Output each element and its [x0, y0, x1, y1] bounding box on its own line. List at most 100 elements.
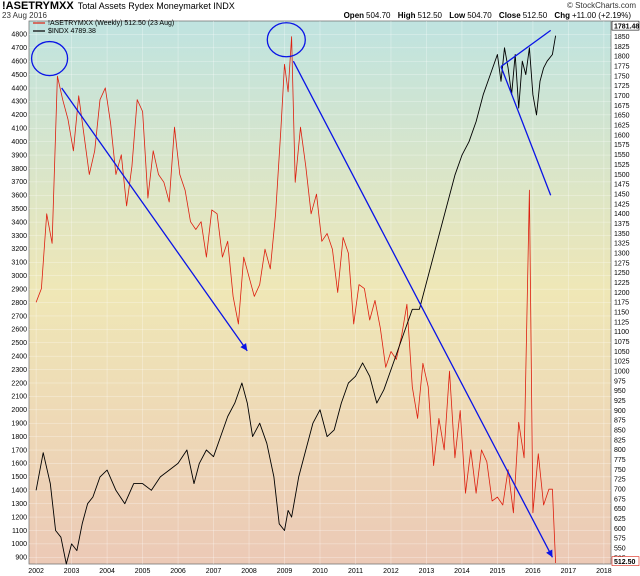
annotation-layer: [30, 22, 554, 558]
last-value-tags: 1781.48 512.50: [611, 20, 640, 566]
x-tick-label: 2017: [561, 568, 577, 575]
right-tick-label: 1225: [614, 280, 630, 287]
right-tick-label: 1625: [614, 123, 630, 130]
quote-bar: Open 504.70 High 512.50 Low 504.70 Close 512…: [344, 11, 636, 20]
channel-lower-line: [500, 66, 552, 196]
right-tick-label: 675: [614, 496, 626, 503]
right-tick-label: 1775: [614, 64, 630, 71]
open-value: 504.70: [366, 11, 391, 20]
left-tick-label: 2200: [11, 380, 27, 387]
arrowhead-2016: [546, 549, 553, 558]
left-tick-label: 4000: [11, 139, 27, 146]
right-tick-label: 1600: [614, 132, 630, 139]
right-tick-label: 1675: [614, 103, 630, 110]
chart-title: !ASETRYMXX Total Assets Rydex Moneymarket…: [2, 0, 235, 12]
left-tick-label: 3300: [11, 233, 27, 240]
right-tick-label: 1300: [614, 250, 630, 257]
left-tick-label: 4600: [11, 59, 27, 66]
legend: !ASETRYMXX (Weekly) 512.50 (23 Aug) $IND…: [33, 20, 174, 35]
moneymarket-series-line: [35, 36, 556, 564]
left-tick-label: 3400: [11, 219, 27, 226]
right-tick-label: 1075: [614, 339, 630, 346]
left-tick-label: 1600: [11, 461, 27, 468]
right-tick-label: 975: [614, 378, 626, 385]
right-tick-label: 775: [614, 457, 626, 464]
low-value: 504.70: [467, 11, 492, 20]
left-tick-label: 3900: [11, 152, 27, 159]
right-tick-label: 900: [614, 408, 626, 415]
x-tick-label: 2009: [277, 568, 293, 575]
left-tick-label: 3700: [11, 179, 27, 186]
x-tick-label: 2011: [348, 568, 363, 575]
left-tick-label: 1100: [12, 528, 27, 535]
right-tick-label: 1800: [614, 54, 630, 61]
right-tick-label: 1325: [614, 241, 630, 248]
left-tick-label: 2600: [11, 327, 27, 334]
x-tick-label: 2007: [206, 568, 222, 575]
left-tick-label: 2400: [11, 353, 27, 360]
high-value: 512.50: [417, 11, 442, 20]
x-tick-label: 2010: [312, 568, 328, 575]
right-tick-label: 750: [614, 467, 626, 474]
left-tick-label: 3800: [11, 166, 27, 173]
right-tick-label: 1350: [614, 231, 630, 238]
left-tick-label: 3200: [11, 246, 27, 253]
left-tick-label: 1200: [11, 514, 27, 521]
last-value-moneymarket-box: [611, 556, 640, 566]
left-tick-label: 900: [15, 555, 27, 562]
right-tick-label: 1250: [614, 270, 630, 277]
left-tick-label: 2500: [11, 340, 27, 347]
series-layer: [35, 35, 557, 565]
left-tick-label: 3000: [11, 273, 27, 280]
left-tick-label: 4500: [11, 72, 27, 79]
chg-value: +11.00 (+2.19%): [571, 11, 631, 20]
right-tick-label: 1575: [614, 142, 630, 149]
left-tick-label: 4300: [11, 99, 27, 106]
right-tick-label: 1150: [614, 309, 629, 316]
right-tick-label: 1850: [614, 34, 630, 41]
right-tick-label: 1125: [614, 319, 629, 326]
x-axis: 2002 2003 2004 2005 2006 2007 2008 2009 2010 2011…: [28, 568, 611, 575]
x-tick-label: 2005: [135, 568, 151, 575]
right-tick-label: 1025: [614, 359, 630, 366]
last-value-indx-text: 1781.48: [614, 23, 639, 30]
x-tick-label: 2015: [490, 568, 506, 575]
circle-2002-peak: [30, 40, 69, 77]
right-tick-label: 650: [614, 506, 626, 513]
right-tick-label: 1475: [614, 182, 630, 189]
right-tick-label: 825: [614, 437, 626, 444]
channel-upper-line: [500, 29, 552, 68]
left-tick-label: 3600: [11, 193, 27, 200]
right-tick-label: 875: [614, 418, 626, 425]
left-tick-label: 3100: [11, 260, 27, 267]
left-tick-label: 1000: [11, 541, 27, 548]
right-tick-label: 1500: [614, 172, 630, 179]
low-label: Low: [449, 11, 466, 20]
last-value-indx-box: [611, 20, 640, 31]
x-tick-label: 2008: [241, 568, 257, 575]
legend-label-black: $INDX 4789.38: [48, 28, 96, 35]
arrowhead-2008: [240, 343, 248, 351]
x-tick-label: 2003: [64, 568, 80, 575]
high-label: High: [397, 11, 416, 20]
left-tick-label: 1800: [11, 434, 27, 441]
x-tick-label: 2012: [383, 568, 399, 575]
last-value-moneymarket-text: 512.50: [614, 559, 636, 566]
right-tick-label: 1175: [614, 300, 629, 307]
right-tick-label: 625: [614, 516, 626, 523]
chg-label: Chg: [554, 11, 570, 20]
open-label: Open: [343, 11, 365, 20]
left-tick-label: 1400: [11, 488, 27, 495]
left-tick-label: 4800: [11, 32, 27, 39]
right-tick-label: 950: [614, 388, 626, 395]
left-tick-label: 1500: [11, 474, 27, 481]
right-tick-label: 1000: [614, 368, 630, 375]
right-tick-label: 850: [614, 428, 626, 435]
left-tick-label: 1300: [11, 501, 27, 508]
right-tick-label: 600: [614, 526, 626, 533]
left-tick-label: 2900: [11, 286, 27, 293]
right-tick-label: 700: [614, 487, 626, 494]
x-tick-label: 2018: [596, 568, 612, 575]
left-tick-label: 4100: [11, 126, 27, 133]
